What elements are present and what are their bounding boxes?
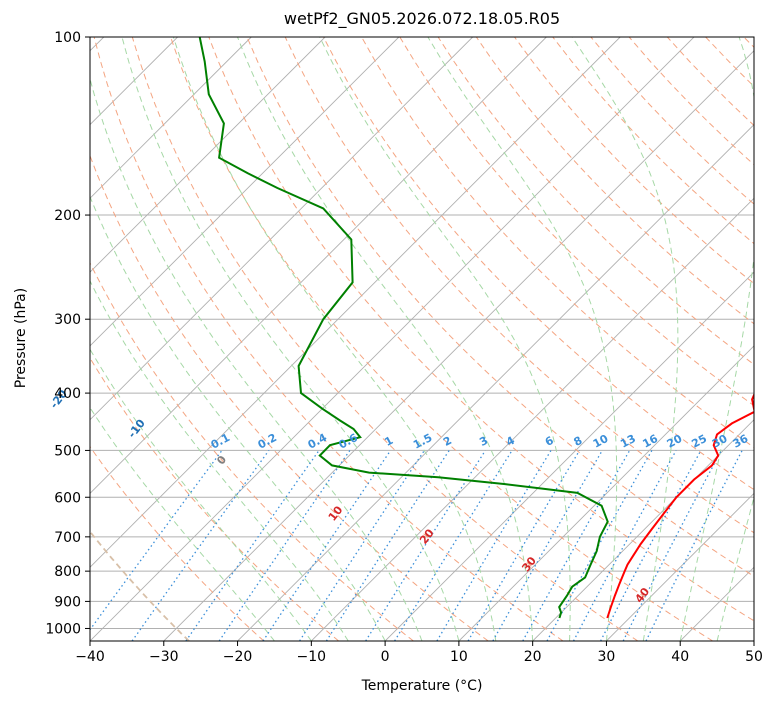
isotherm-0: [384, 271, 754, 641]
isotherm--70: [90, 37, 474, 421]
mixing-ratio-line-0.2: [131, 450, 270, 641]
isotherm--20: [237, 123, 754, 641]
isotherm-50: [753, 640, 754, 641]
x-tick-label: −30: [149, 649, 179, 665]
mixing-ratio-label: 36: [731, 432, 751, 451]
y-tick-label: 1000: [45, 621, 81, 637]
mixing-ratio-line-1: [262, 450, 392, 641]
isotherm-10: [458, 345, 754, 641]
x-tick-label: 50: [745, 649, 763, 665]
y-tick-label: 900: [54, 594, 81, 610]
moist-adiabat-30: [427, 37, 618, 641]
temperature-line: [606, 392, 754, 619]
y-tick-label: 700: [54, 530, 81, 546]
moist-adiabat--15: [90, 406, 275, 641]
y-axis-label: Pressure (hPa): [13, 287, 29, 389]
mixing-ratio-line-8: [467, 450, 581, 641]
y-tick-label: 500: [54, 443, 81, 459]
isotherm--30: [163, 50, 754, 641]
dewpoint-line: [198, 37, 609, 619]
x-tick-label: −20: [223, 649, 253, 665]
mixing-ratio-line-20: [572, 450, 677, 641]
mixing-ratio-label: 20: [665, 432, 685, 451]
mixing-ratio-line-0.6: [218, 450, 351, 641]
y-tick-label: 300: [54, 312, 81, 328]
moist-adiabat-35: [571, 37, 679, 641]
mixing-ratio-line-3: [365, 450, 486, 641]
moist-adiabat--5: [90, 279, 349, 641]
mixing-ratio-label: 16: [640, 432, 660, 451]
moist-adiabat-20: [237, 37, 534, 641]
moist-adiabat-15: [172, 37, 497, 641]
y-tick-label: 400: [54, 386, 81, 402]
isotherm--60: [90, 37, 547, 495]
moist-adiabat--10: [90, 348, 312, 641]
x-tick-label: −40: [75, 649, 105, 665]
x-tick-label: 40: [671, 649, 689, 665]
x-tick-label: 20: [524, 649, 542, 665]
chart-title: wetPf2_GN05.2026.072.18.05.R05: [283, 9, 561, 28]
dry-adiabat--20: [90, 445, 265, 641]
mixing-ratio-label: 30: [710, 432, 730, 451]
isotherm--80: [90, 37, 400, 347]
x-tick-label: 0: [381, 649, 390, 665]
isotherm--100: [90, 37, 252, 199]
plot-background: [90, 37, 754, 641]
axis-ticks: −40 −30 −20 −10 0 10 20 30 40 50 100 200 300 400 500 60…: [45, 30, 763, 665]
dry-adiabat-130: [514, 37, 754, 285]
dry-adiabat-0: [90, 261, 414, 641]
x-axis-label: Temperature (°C): [361, 678, 483, 694]
moist-adiabat-45: [716, 495, 754, 641]
dry-adiabat-120: [475, 37, 754, 325]
dry-adiabat-110: [437, 37, 754, 366]
moist-adiabat-40: [679, 37, 754, 641]
mixing-ratio-line-0.4: [185, 450, 320, 641]
mixing-ratio-label: 13: [618, 432, 638, 451]
dry-adiabat-50: [208, 37, 754, 622]
moist-adiabat-25: [319, 37, 571, 641]
x-tick-label: −10: [297, 649, 327, 665]
mixing-ratio-label: 25: [689, 432, 709, 451]
x-tick-label: 10: [450, 649, 468, 665]
y-tick-label: 200: [54, 208, 81, 224]
y-tick-label: 100: [54, 30, 81, 46]
moist-adiabat-5: [90, 77, 423, 641]
y-tick-label: 600: [54, 490, 81, 506]
dry-adiabat-60: [246, 37, 754, 577]
background-lines: [90, 37, 754, 641]
isotherm-20: [532, 419, 754, 641]
dry-adiabat-20: [93, 37, 564, 641]
y-tick-label: 800: [54, 564, 81, 580]
dry-adiabat-80: [322, 37, 754, 491]
mixing-ratio-line-36: [645, 450, 743, 641]
moist-adiabat-0: [90, 195, 386, 641]
moist-adiabat-10: [121, 37, 460, 641]
mixing-ratio-line-6: [436, 450, 552, 641]
dry-adiabat-30: [131, 37, 639, 641]
plot-frame: [89, 36, 755, 642]
mixing-ratio-line-1.5: [299, 450, 425, 641]
dry-adiabat-40: [170, 37, 713, 641]
mixing-ratio-line-4: [394, 450, 513, 641]
profile-lines: [198, 37, 754, 619]
isotherm--90: [90, 37, 326, 273]
isotherm--50: [90, 37, 621, 568]
x-tick-label: 30: [598, 649, 616, 665]
mixing-ratio-line-2: [325, 450, 450, 641]
isotherm-30: [606, 492, 754, 641]
mixing-ratio-label: 10: [591, 432, 611, 451]
mixing-ratio-line-16: [546, 450, 653, 641]
